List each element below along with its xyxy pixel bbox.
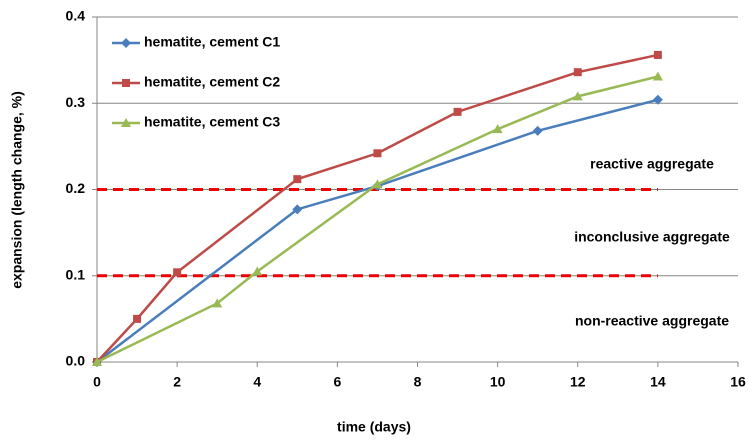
marker (492, 124, 503, 134)
marker (372, 179, 383, 189)
marker (653, 50, 662, 59)
x-tick-label: 8 (414, 374, 422, 390)
y-tick-label: 0.1 (66, 266, 86, 282)
marker (373, 149, 382, 158)
x-axis-label: time (days) (337, 419, 411, 435)
marker (453, 107, 462, 116)
marker (572, 91, 583, 101)
marker (121, 118, 131, 127)
marker (532, 125, 543, 136)
x-tick-label: 12 (570, 374, 586, 390)
y-tick-label: 0.2 (66, 180, 86, 196)
x-tick-label: 16 (730, 374, 746, 390)
legend-label: hematite, cement C3 (144, 114, 280, 130)
x-tick-label: 0 (93, 374, 101, 390)
annotation: inconclusive aggregate (574, 229, 730, 245)
legend-label: hematite, cement C1 (144, 34, 280, 50)
annotation: non-reactive aggregate (575, 313, 729, 329)
marker (292, 204, 303, 215)
series-line (96, 53, 659, 363)
marker (173, 268, 182, 277)
marker (652, 94, 663, 105)
marker (133, 314, 142, 323)
y-tick-label: 0.0 (66, 353, 86, 369)
annotation: reactive aggregate (590, 156, 714, 172)
legend-label: hematite, cement C2 (144, 74, 280, 90)
y-axis-label: expansion (length change, %) (9, 91, 25, 289)
x-tick-label: 4 (253, 374, 261, 390)
y-tick-label: 0.4 (66, 8, 86, 24)
marker (252, 266, 263, 276)
marker (122, 79, 130, 87)
marker (652, 71, 663, 81)
marker (293, 175, 302, 184)
marker (92, 357, 102, 366)
y-tick-label: 0.3 (66, 94, 86, 110)
marker (573, 68, 582, 77)
x-tick-label: 14 (650, 374, 666, 390)
x-tick-label: 6 (333, 374, 341, 390)
x-tick-label: 10 (490, 374, 506, 390)
x-tick-label: 2 (173, 374, 181, 390)
marker (121, 38, 131, 48)
marker (212, 298, 223, 308)
